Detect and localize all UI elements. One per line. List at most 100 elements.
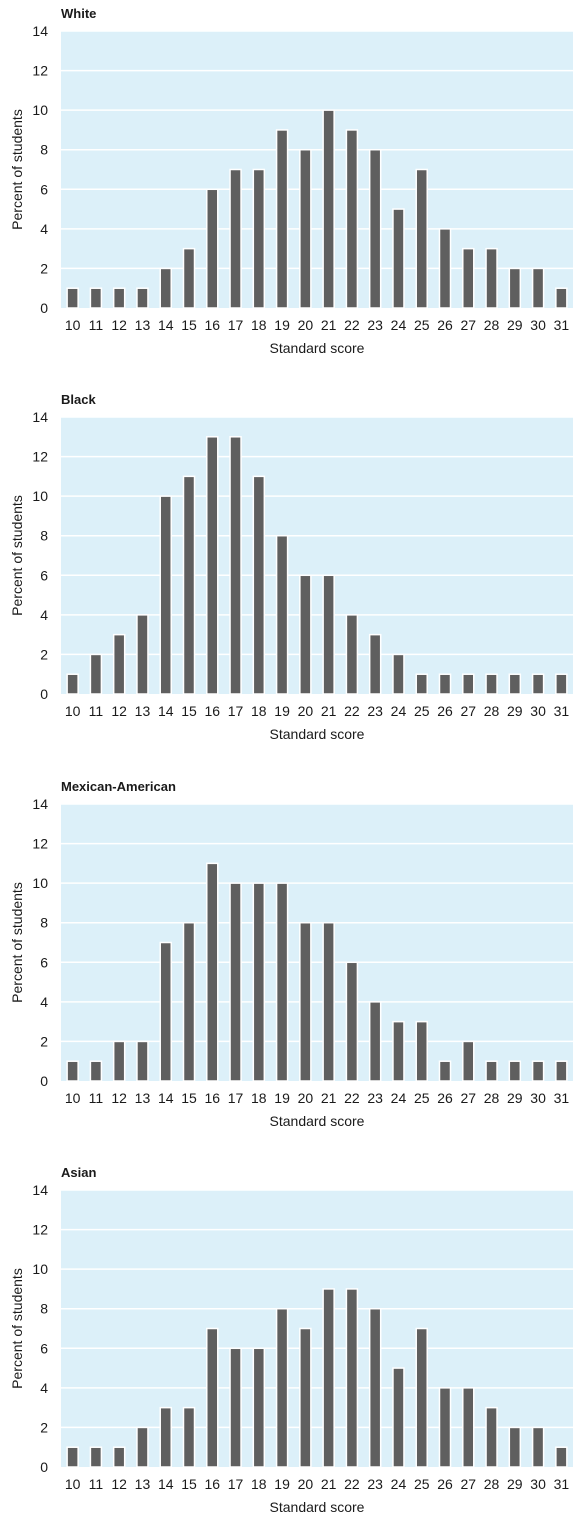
y-tick-label: 8 [40, 915, 48, 931]
x-tick-label: 25 [414, 1476, 430, 1492]
x-tick-label: 28 [484, 1090, 500, 1106]
x-tick-label: 15 [181, 703, 197, 719]
bar [392, 208, 405, 309]
y-tick-label: 0 [40, 300, 48, 316]
x-tick-label: 11 [89, 703, 104, 719]
x-tick-label: 25 [414, 1090, 430, 1106]
x-tick-label: 26 [437, 1090, 453, 1106]
bar [182, 475, 196, 695]
x-tick-label: 30 [530, 703, 546, 719]
bar [299, 148, 312, 309]
bar [438, 228, 452, 309]
x-axis-label: Standard score [270, 340, 365, 356]
bar [136, 614, 149, 695]
x-tick-label: 26 [437, 317, 453, 333]
x-tick-label: 22 [344, 1476, 360, 1492]
bar [66, 1446, 79, 1468]
x-tick-label: 11 [89, 1476, 104, 1492]
bar [206, 436, 219, 695]
x-tick-label: 31 [554, 703, 570, 719]
bar [392, 1020, 405, 1082]
y-axis-label: Percent of students [9, 1268, 25, 1389]
bar [462, 1387, 475, 1468]
bar [555, 1060, 568, 1082]
bar [136, 1426, 149, 1468]
bar [182, 247, 196, 309]
bar [112, 633, 126, 695]
x-tick-label: 18 [251, 1090, 267, 1106]
chart-panel: Black 0 2 4 6 8 10 12 14 10 11 12 13 14 15 16 17 18 19 20 21… [0, 386, 573, 761]
bar [89, 1446, 103, 1468]
y-tick-label: 14 [32, 23, 48, 39]
bar [508, 673, 522, 695]
y-tick-label: 4 [40, 607, 48, 623]
y-tick-label: 10 [32, 1261, 48, 1277]
bar [159, 495, 172, 695]
y-tick-label: 14 [32, 409, 48, 425]
y-tick-label: 12 [32, 63, 48, 79]
y-tick-label: 12 [32, 1222, 48, 1238]
bar [159, 267, 172, 309]
chart-title: Mexican-American [61, 779, 176, 794]
x-tick-label: 19 [274, 703, 290, 719]
bar [368, 1307, 382, 1468]
bar [252, 882, 266, 1082]
bar [229, 436, 242, 695]
chart-title: Asian [61, 1165, 96, 1180]
x-tick-label: 10 [65, 317, 81, 333]
bar [508, 267, 522, 309]
y-tick-label: 6 [40, 1340, 48, 1356]
x-tick-label: 22 [344, 317, 360, 333]
chart-title: Black [61, 392, 96, 407]
bar [322, 1288, 335, 1468]
bar [392, 653, 405, 695]
x-tick-label: 21 [321, 1090, 337, 1106]
y-tick-label: 4 [40, 1380, 48, 1396]
bar [252, 168, 266, 309]
y-tick-label: 6 [40, 567, 48, 583]
bar [299, 921, 312, 1082]
bar [368, 148, 382, 309]
x-tick-label: 30 [530, 317, 546, 333]
bar [531, 673, 545, 695]
x-tick-label: 19 [274, 1090, 290, 1106]
x-tick-label: 15 [181, 317, 197, 333]
x-tick-label: 18 [251, 703, 267, 719]
y-axis-label: Percent of students [9, 495, 25, 616]
bar [415, 1020, 428, 1082]
bar [462, 1040, 475, 1082]
bar [89, 1060, 103, 1082]
y-tick-label: 2 [40, 1033, 48, 1049]
bar [415, 1327, 428, 1468]
x-tick-label: 24 [391, 703, 407, 719]
x-axis-label: Standard score [270, 1499, 365, 1515]
bar [555, 1446, 568, 1468]
x-tick-label: 27 [460, 1476, 476, 1492]
chart-panel: White 0 2 4 6 8 10 12 14 10 11 12 13 14 15 16 17 18 19 20 21… [0, 0, 573, 375]
x-tick-label: 17 [228, 1476, 244, 1492]
bar [462, 673, 475, 695]
x-tick-label: 17 [228, 703, 244, 719]
bar [206, 862, 219, 1082]
bar [508, 1426, 522, 1468]
bar [206, 1327, 219, 1468]
bar [555, 673, 568, 695]
bar [275, 129, 289, 309]
y-tick-label: 0 [40, 1073, 48, 1089]
bar [66, 287, 79, 309]
x-tick-label: 26 [437, 1476, 453, 1492]
x-tick-label: 24 [391, 317, 407, 333]
y-tick-label: 10 [32, 488, 48, 504]
bar [112, 1446, 126, 1468]
bar [299, 1327, 312, 1468]
x-tick-label: 18 [251, 317, 267, 333]
y-tick-label: 10 [32, 875, 48, 891]
bar [182, 921, 196, 1082]
bar [252, 475, 266, 695]
bar [136, 1040, 149, 1082]
x-tick-label: 27 [460, 703, 476, 719]
x-tick-label: 12 [111, 703, 127, 719]
y-tick-label: 8 [40, 528, 48, 544]
x-tick-label: 22 [344, 1090, 360, 1106]
